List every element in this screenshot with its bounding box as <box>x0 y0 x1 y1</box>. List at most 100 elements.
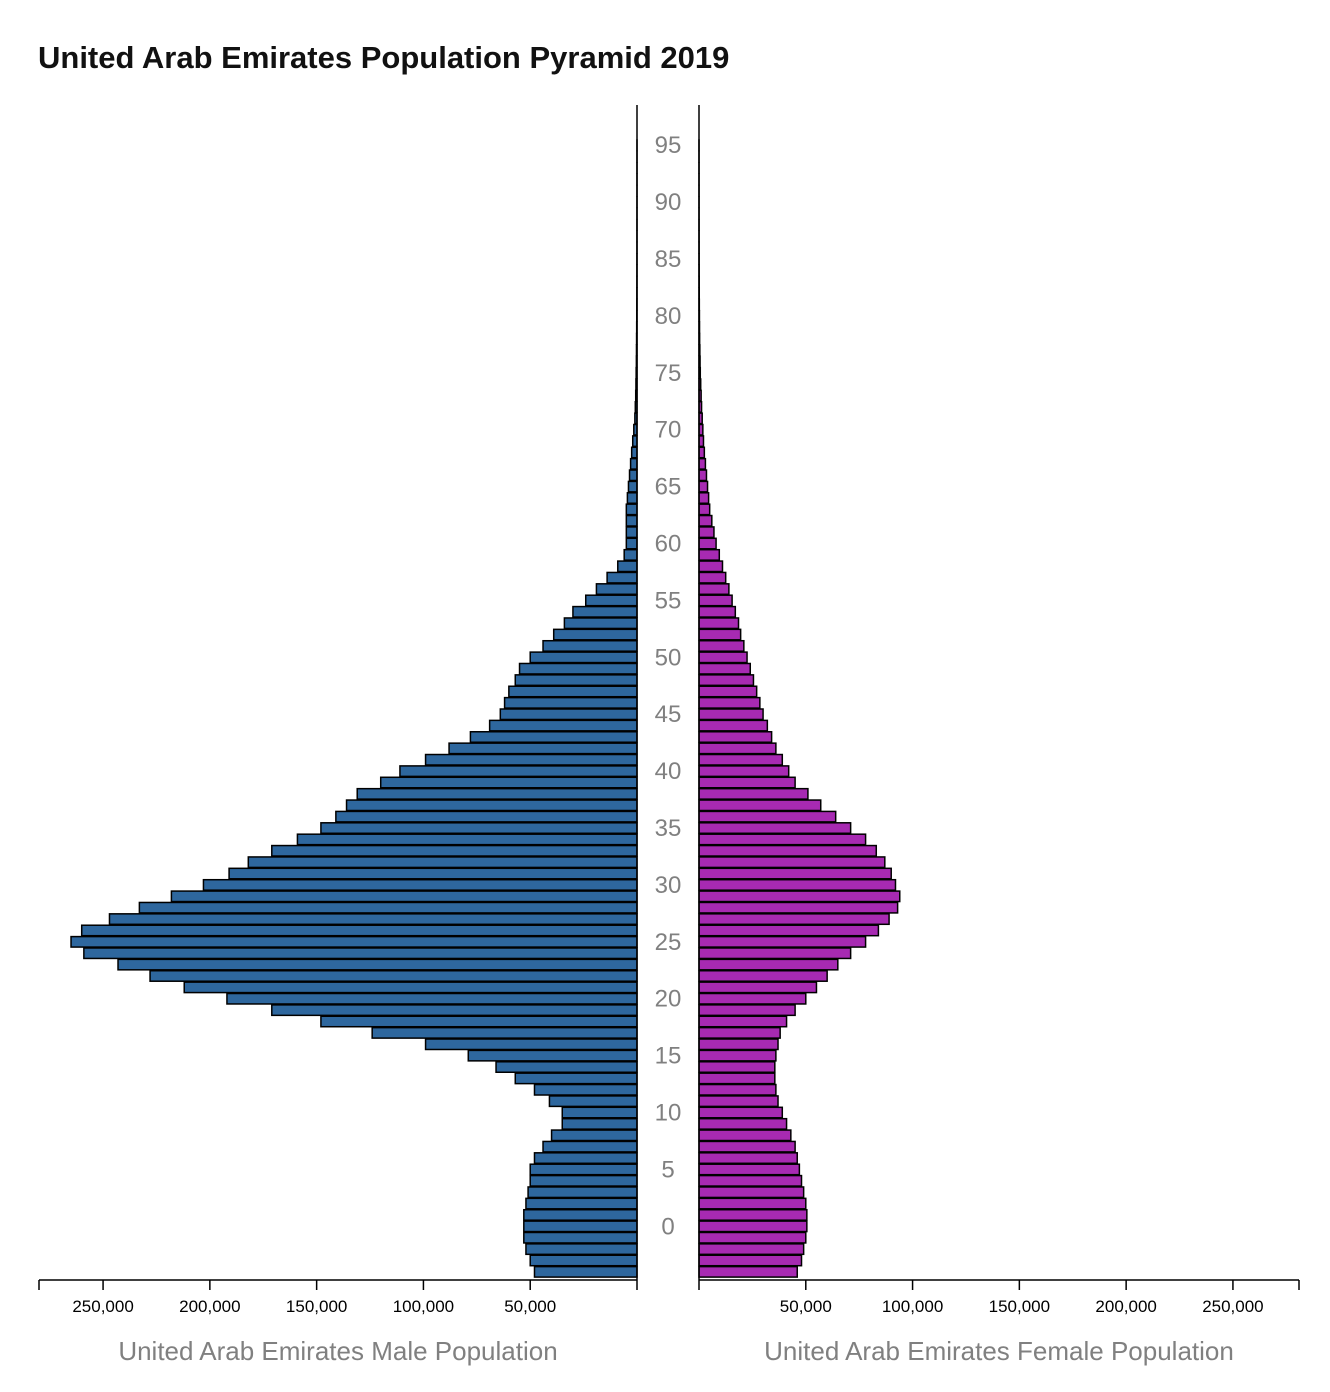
female-bar-age-43 <box>698 731 773 743</box>
female-bar-age--1 <box>698 1231 807 1244</box>
male-bar-age-57 <box>606 571 638 584</box>
male-bar-age-63 <box>625 503 638 516</box>
female-bar-age-52 <box>698 628 742 641</box>
male-bar-age-1 <box>523 1208 638 1221</box>
female-bar-age-37 <box>698 799 822 812</box>
female-bar-age--4 <box>698 1265 798 1278</box>
female-bar-age-49 <box>698 662 752 675</box>
female-bar-age-29 <box>698 890 901 903</box>
age-label: 75 <box>655 360 682 387</box>
male-bar-age-2 <box>525 1197 638 1210</box>
female-bar-age-8 <box>698 1129 792 1142</box>
female-bar-age-35 <box>698 822 852 835</box>
male-bar-age-6 <box>533 1152 638 1165</box>
male-bar-age-43 <box>469 731 638 743</box>
female-bar-age-23 <box>698 958 839 971</box>
labels-group: 250,000 200,000 150,000 100,000 50,000 50,000… <box>72 132 1263 1366</box>
male-bar-age-14 <box>495 1061 638 1073</box>
female-bar-age-64 <box>698 492 710 504</box>
male-bar-age-54 <box>572 605 638 618</box>
age-label: 35 <box>655 815 682 842</box>
female-x-tick-label: 150,000 <box>989 1297 1050 1316</box>
female-bar-age-55 <box>698 594 733 607</box>
male-x-tick-label: 50,000 <box>504 1297 556 1316</box>
male-bar-age--4 <box>533 1265 638 1278</box>
male-bar-age-56 <box>595 583 638 596</box>
male-bar-age-50 <box>529 651 638 664</box>
male-bar-age-49 <box>518 662 638 675</box>
age-label: 70 <box>655 417 682 444</box>
female-bar-age-47 <box>698 685 758 698</box>
male-bar-age-42 <box>448 742 638 755</box>
male-axis-title: United Arab Emirates Male Population <box>118 1336 557 1366</box>
female-bar-age-65 <box>698 480 709 493</box>
male-bar-age-21 <box>183 981 638 994</box>
male-bar-age-53 <box>563 617 638 630</box>
female-bar-age-17 <box>698 1026 781 1039</box>
female-bar-age-66 <box>698 469 708 482</box>
female-bar-age-5 <box>698 1163 801 1176</box>
male-bar-age-47 <box>508 685 638 698</box>
male-bar-age-35 <box>320 822 638 835</box>
age-label: 60 <box>655 531 682 558</box>
female-bar-age-39 <box>698 776 796 789</box>
female-bars-group <box>698 139 901 1278</box>
male-bar-age-19 <box>271 1004 638 1017</box>
male-x-tick-label: 100,000 <box>393 1297 454 1316</box>
female-bar-age-24 <box>698 947 852 960</box>
male-bar-age-55 <box>584 594 638 607</box>
male-x-tick-label: 150,000 <box>286 1297 347 1316</box>
female-bar-age-68 <box>698 446 706 459</box>
male-bar-age-7 <box>542 1140 638 1153</box>
male-bar-age-61 <box>625 526 638 539</box>
male-bar-age-34 <box>296 833 638 846</box>
male-bar-age-33 <box>271 844 638 857</box>
male-bar-age-25 <box>70 935 638 948</box>
female-bar-age-40 <box>698 765 790 778</box>
male-bar-age--1 <box>523 1231 638 1244</box>
female-bar-age-59 <box>698 548 721 561</box>
male-x-tick-label: 200,000 <box>179 1297 240 1316</box>
female-bar-age-25 <box>698 935 867 948</box>
age-label: 30 <box>655 872 682 899</box>
age-label: 50 <box>655 644 682 671</box>
male-bar-age-9 <box>561 1117 638 1130</box>
male-bar-age-29 <box>170 890 638 903</box>
male-bars-group <box>70 139 638 1278</box>
male-bar-age-45 <box>499 708 638 721</box>
female-bar-age-3 <box>698 1186 805 1199</box>
male-bar-age-44 <box>488 719 638 732</box>
male-bar-age-59 <box>623 548 638 561</box>
female-bar-age-20 <box>698 992 807 1005</box>
age-label: 20 <box>655 986 682 1013</box>
male-bar-age-64 <box>626 492 638 504</box>
male-bar-age-5 <box>529 1163 638 1176</box>
female-bar-age-54 <box>698 605 737 618</box>
female-axis-title: United Arab Emirates Female Population <box>764 1336 1234 1366</box>
female-bar-age-32 <box>698 856 886 869</box>
female-bar-age-26 <box>698 924 880 937</box>
male-bar-age-66 <box>628 469 638 482</box>
female-bar-age-13 <box>698 1072 776 1085</box>
male-bar-age-22 <box>149 969 638 982</box>
male-bar-age-17 <box>371 1026 638 1039</box>
female-bar-age-44 <box>698 719 769 732</box>
female-x-tick-label: 50,000 <box>780 1297 832 1316</box>
male-bar-age-18 <box>320 1015 638 1028</box>
male-bar-age-8 <box>550 1129 638 1142</box>
female-x-tick-label: 250,000 <box>1202 1297 1263 1316</box>
age-label: 85 <box>655 246 682 273</box>
male-bar-age--2 <box>525 1243 638 1256</box>
female-bar-age-38 <box>698 787 809 800</box>
female-bar-age-16 <box>698 1038 779 1051</box>
male-bar-age-65 <box>627 480 638 493</box>
male-bar-age-58 <box>617 560 638 573</box>
female-bar-age-41 <box>698 753 784 766</box>
female-bar-age-48 <box>698 674 755 687</box>
male-bar-age-0 <box>523 1220 638 1233</box>
female-bar-age-7 <box>698 1140 796 1153</box>
male-bar-age-38 <box>356 787 638 800</box>
male-bar-age-52 <box>552 628 638 641</box>
female-bar-age-9 <box>698 1117 788 1130</box>
